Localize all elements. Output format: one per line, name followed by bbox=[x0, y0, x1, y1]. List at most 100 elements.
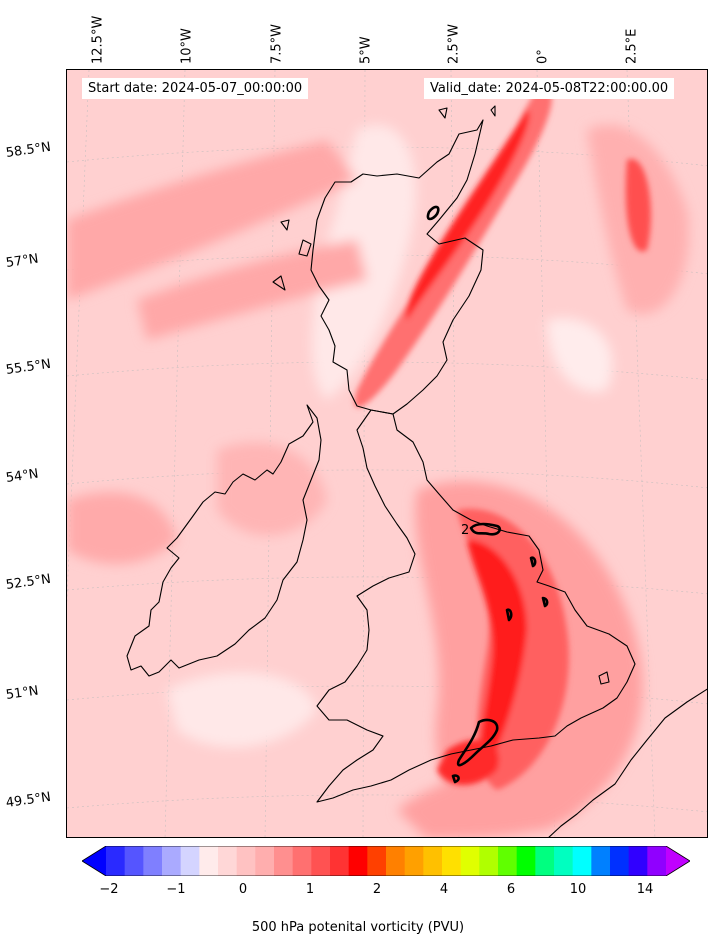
colorbar-cell bbox=[348, 846, 368, 876]
map-panel: 2 bbox=[66, 69, 708, 838]
light-patch bbox=[311, 124, 416, 400]
colorbar-cell bbox=[236, 846, 256, 876]
coastlines bbox=[126, 105, 707, 837]
colorbar-cell bbox=[516, 846, 536, 876]
colorbar-cell bbox=[274, 846, 294, 876]
lat-label: 58.5°N bbox=[4, 139, 52, 161]
france-coast bbox=[548, 688, 707, 837]
lon-label: 2.5°E bbox=[622, 0, 642, 64]
pv-contour bbox=[469, 522, 502, 536]
colorbar-cell bbox=[591, 846, 611, 876]
start-date-label: Start date: 2024-05-07_00:00:00 bbox=[82, 78, 309, 99]
colorbar-cell bbox=[82, 846, 106, 876]
colorbar-cell bbox=[460, 846, 480, 876]
medium-band bbox=[217, 442, 327, 536]
colorbar-cell bbox=[442, 846, 462, 876]
pv-contour bbox=[456, 718, 499, 767]
island bbox=[490, 105, 496, 117]
colorbar-cell bbox=[423, 846, 443, 876]
pv-2-contours bbox=[426, 205, 549, 784]
colorbar-tick: −1 bbox=[166, 882, 186, 897]
lon-label: 12.5°W bbox=[88, 0, 108, 64]
lon-label-text: 10°W bbox=[179, 28, 195, 64]
cell bbox=[625, 158, 651, 252]
colorbar-cell bbox=[292, 846, 312, 876]
upper-vortex-core bbox=[467, 540, 527, 770]
colorbar-cell bbox=[330, 846, 350, 876]
medium-band bbox=[67, 492, 177, 564]
lat-label: 55.5°N bbox=[4, 356, 52, 378]
colorbar-tick: 4 bbox=[439, 882, 449, 897]
colorbar-cells bbox=[82, 846, 690, 876]
pv-contour bbox=[529, 556, 537, 568]
england-wales-coast bbox=[316, 409, 636, 803]
colorbar-cell bbox=[610, 846, 630, 876]
light-patch bbox=[167, 672, 317, 748]
island bbox=[438, 107, 448, 119]
pv-contour bbox=[426, 205, 440, 221]
island bbox=[598, 671, 610, 685]
scotland-coast bbox=[310, 119, 484, 415]
colorbar-cell bbox=[218, 846, 238, 876]
pv-map-svg: 2 bbox=[67, 70, 707, 837]
colorbar-cell bbox=[554, 846, 574, 876]
pv-shading bbox=[67, 88, 689, 837]
light-patch bbox=[547, 318, 613, 392]
colorbar-cell bbox=[180, 846, 200, 876]
colorbar-tick: 2 bbox=[372, 882, 382, 897]
colorbar-tick: 1 bbox=[305, 882, 315, 897]
medium-band bbox=[67, 140, 357, 300]
valid-date-label: Valid_date: 2024-05-08T22:00:00.00 bbox=[424, 78, 675, 99]
lon-label: 10°W bbox=[177, 0, 197, 64]
lon-label: 0° bbox=[533, 0, 553, 64]
lon-label-text: 0° bbox=[535, 49, 551, 64]
pv-contour bbox=[451, 774, 460, 784]
island bbox=[298, 239, 312, 257]
colorbar-cell bbox=[404, 846, 424, 876]
colorbar-cell bbox=[255, 846, 275, 876]
lon-label-text: 2.5°E bbox=[624, 28, 640, 64]
lon-label-text: 2.5°W bbox=[446, 23, 462, 64]
lat-label: 54°N bbox=[4, 466, 40, 486]
medium-band bbox=[397, 772, 587, 837]
colorbar-cell bbox=[106, 846, 126, 876]
colorbar-cell bbox=[535, 846, 555, 876]
island bbox=[280, 219, 290, 231]
colorbar-tick: 0 bbox=[238, 882, 248, 897]
colorbar-tick: −2 bbox=[99, 882, 119, 897]
colorbar-cell bbox=[124, 846, 144, 876]
colorbar-cell bbox=[498, 846, 518, 876]
ireland-coast bbox=[126, 404, 322, 677]
colorbar-cell bbox=[143, 846, 163, 876]
lon-label: 7.5°W bbox=[267, 0, 287, 64]
colorbar bbox=[82, 846, 690, 876]
pv-contour bbox=[541, 596, 549, 608]
colorbar-cell bbox=[386, 846, 406, 876]
colorbar-cell bbox=[479, 846, 499, 876]
lon-label-text: 7.5°W bbox=[269, 23, 285, 64]
lon-label: 2.5°W bbox=[444, 0, 464, 64]
colorbar-cell bbox=[162, 846, 182, 876]
colorbar-cell bbox=[311, 846, 331, 876]
colorbar-cell bbox=[628, 846, 648, 876]
lat-label: 49.5°N bbox=[4, 789, 52, 811]
pv-contour bbox=[505, 608, 513, 622]
colorbar-cell bbox=[367, 846, 387, 876]
jet-streak-core bbox=[406, 110, 530, 320]
colorbar-tick: 6 bbox=[506, 882, 516, 897]
contour-label: 2 bbox=[461, 523, 469, 538]
lon-label-text: 5°W bbox=[358, 36, 374, 64]
lat-label: 52.5°N bbox=[4, 571, 52, 593]
lon-label-text: 12.5°W bbox=[90, 15, 106, 64]
lat-label: 57°N bbox=[4, 251, 40, 271]
upper-vortex-core bbox=[437, 739, 499, 785]
medium-band bbox=[137, 240, 367, 340]
colorbar-cell bbox=[647, 846, 667, 876]
colorbar-cell bbox=[199, 846, 219, 876]
colorbar-tick: 10 bbox=[569, 882, 587, 897]
lat-label: 51°N bbox=[4, 683, 40, 703]
colorbar-tick: 14 bbox=[636, 882, 654, 897]
island bbox=[272, 275, 286, 291]
colorbar-cell bbox=[572, 846, 592, 876]
